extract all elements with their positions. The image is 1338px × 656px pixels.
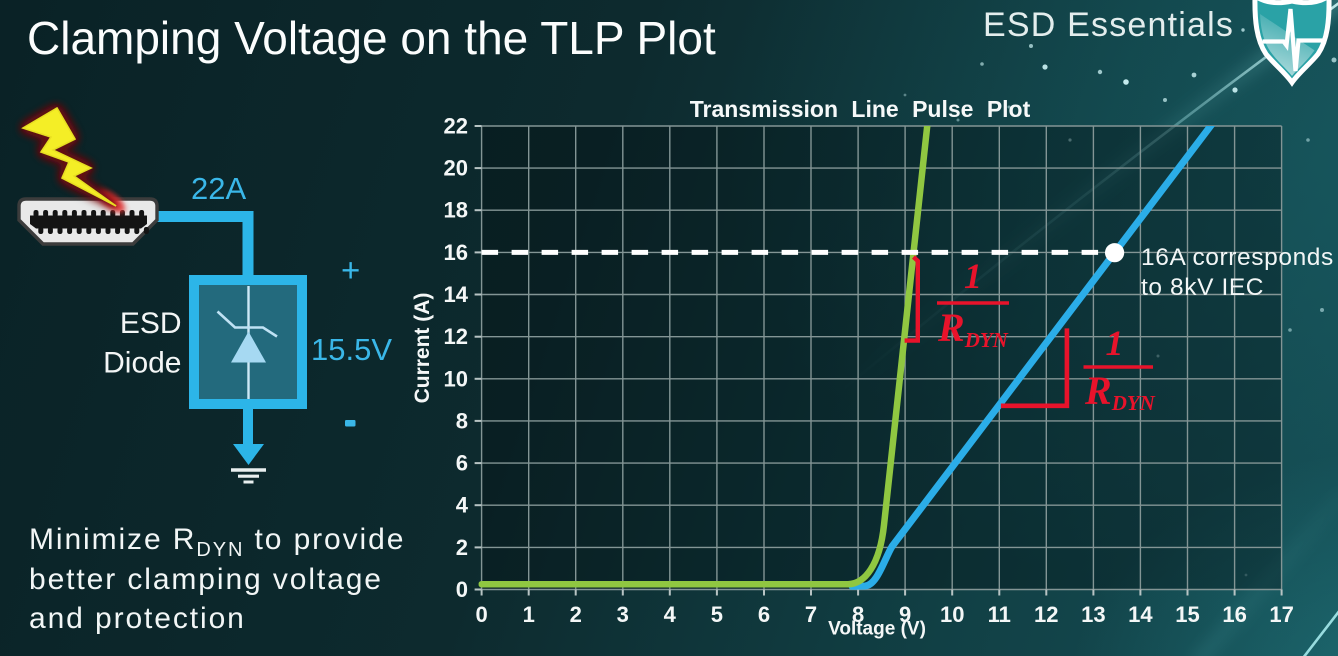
svg-text:12: 12 [1034,602,1058,627]
svg-text:5: 5 [711,602,723,627]
svg-text:ESD: ESD [120,307,182,340]
svg-text:2: 2 [570,602,582,627]
svg-text:16: 16 [444,240,468,265]
svg-text:10: 10 [444,366,468,391]
svg-text:16A corresponds: 16A corresponds [1141,244,1334,271]
svg-text:1: 1 [964,256,982,296]
svg-text:14: 14 [1128,602,1153,627]
svg-text:4: 4 [664,602,677,627]
svg-text:8: 8 [852,602,864,627]
svg-text:14: 14 [444,282,469,307]
svg-text:11: 11 [988,602,1011,627]
svg-text:17: 17 [1269,602,1293,627]
svg-text:10: 10 [940,602,964,627]
svg-text:1: 1 [523,602,535,627]
svg-text:2: 2 [456,535,468,560]
svg-text:1: 1 [1106,323,1124,363]
svg-text:6: 6 [758,602,770,627]
svg-text:Diode: Diode [103,347,181,380]
svg-text:to 8kV IEC: to 8kV IEC [1141,274,1264,301]
svg-text:8: 8 [456,408,468,433]
svg-text:Transmission Line Pulse Plot: Transmission Line Pulse Plot [690,96,1031,122]
svg-text:12: 12 [444,324,468,349]
svg-text:3: 3 [617,602,629,627]
svg-text:0: 0 [475,602,487,627]
svg-text:Current (A): Current (A) [411,293,434,404]
svg-text:0: 0 [456,577,468,602]
svg-text:20: 20 [444,156,468,181]
svg-text:15.5V: 15.5V [311,332,392,367]
svg-text:4: 4 [456,493,469,518]
svg-text:22A: 22A [191,171,246,206]
svg-text:16: 16 [1222,602,1246,627]
svg-text:+: + [341,252,360,289]
svg-text:22: 22 [444,114,468,139]
svg-text:7: 7 [805,602,817,627]
svg-text:Voltage (V): Voltage (V) [828,619,926,640]
svg-text:9: 9 [899,602,911,627]
svg-text:6: 6 [456,451,468,476]
svg-text:13: 13 [1081,602,1105,627]
svg-text:18: 18 [444,198,468,223]
svg-text:15: 15 [1175,602,1199,627]
